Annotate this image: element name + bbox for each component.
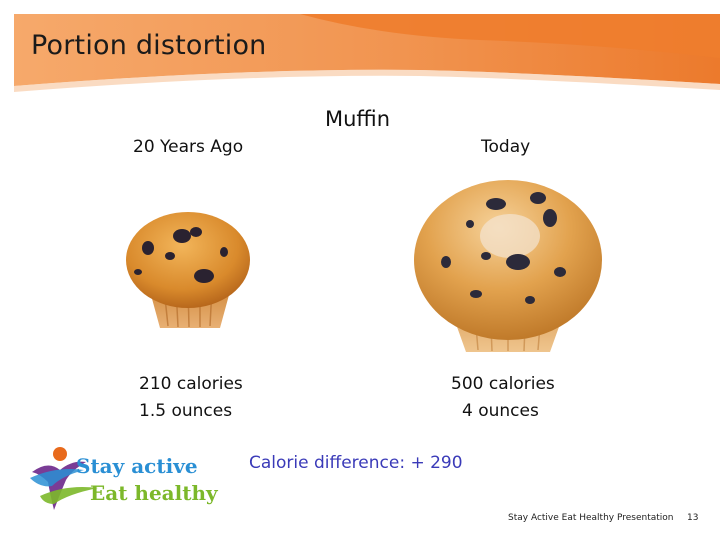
- past-weight: 1.5 ounces: [139, 401, 233, 421]
- stay-active-logo-icon: [30, 447, 98, 510]
- large-muffin-image: [414, 180, 602, 352]
- today-heading: Today: [481, 137, 531, 157]
- page-number: 13: [687, 513, 699, 523]
- logo-line-2: Eat healthy: [90, 481, 218, 505]
- past-calories: 210 calories: [139, 374, 243, 394]
- calorie-difference: Calorie difference: + 290: [249, 453, 463, 473]
- today-calories: 500 calories: [451, 374, 555, 394]
- page-title: Portion distortion: [31, 30, 267, 61]
- logo-line-1: Stay active: [76, 454, 198, 478]
- food-label: Muffin: [325, 107, 391, 131]
- today-weight: 4 ounces: [462, 401, 539, 421]
- small-muffin-image: [126, 212, 250, 328]
- footer-text: Stay Active Eat Healthy Presentation: [508, 513, 674, 523]
- header-banner: [14, 14, 720, 92]
- past-heading: 20 Years Ago: [133, 137, 244, 157]
